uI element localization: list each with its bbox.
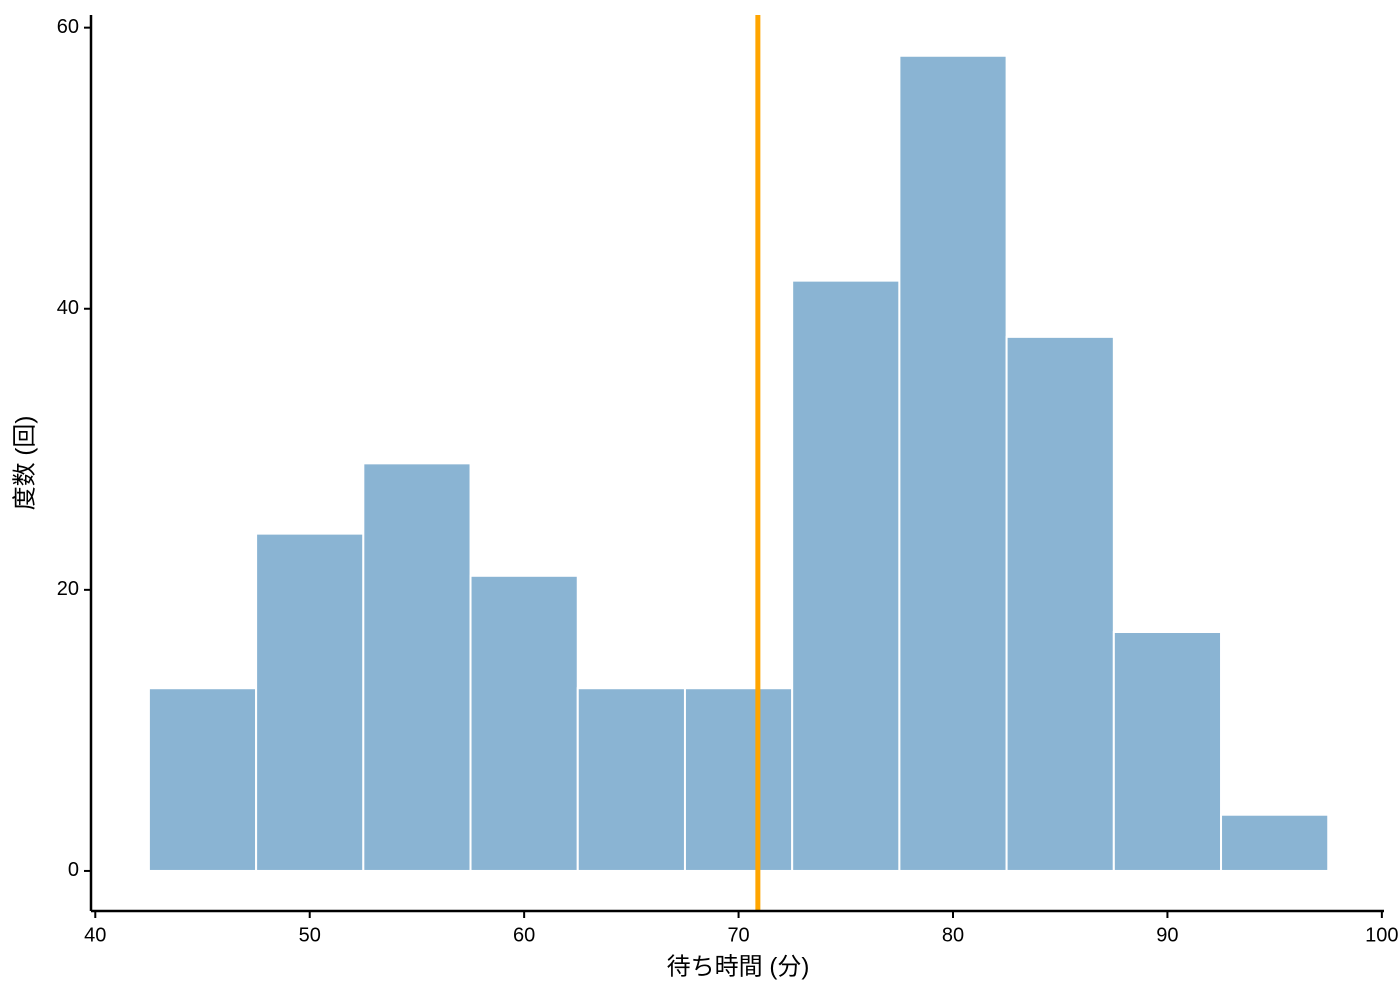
bar [469, 574, 579, 872]
x-axis-label: 待ち時間 (分) [667, 953, 810, 980]
x-tick-label: 50 [299, 924, 321, 946]
x-tick-label: 40 [84, 924, 106, 946]
bar [1005, 335, 1115, 872]
y-axis-label: 度数 (回) [11, 416, 38, 511]
bar [683, 687, 794, 872]
bar [362, 462, 472, 872]
x-tick-label: 100 [1365, 924, 1398, 946]
y-tick-label: 60 [57, 16, 79, 38]
y-tick-label: 0 [68, 859, 79, 881]
y-tick-label: 20 [57, 578, 79, 600]
x-tick-label: 80 [942, 924, 964, 946]
bar [576, 687, 686, 872]
bar [791, 279, 901, 872]
bar [147, 687, 258, 872]
bar [898, 54, 1008, 872]
y-tick-label: 40 [57, 297, 79, 319]
bar [1220, 813, 1330, 872]
bar [1112, 631, 1223, 872]
x-tick-label: 60 [513, 924, 535, 946]
x-tick-label: 90 [1156, 924, 1178, 946]
x-tick-label: 70 [727, 924, 749, 946]
bar [255, 532, 365, 872]
